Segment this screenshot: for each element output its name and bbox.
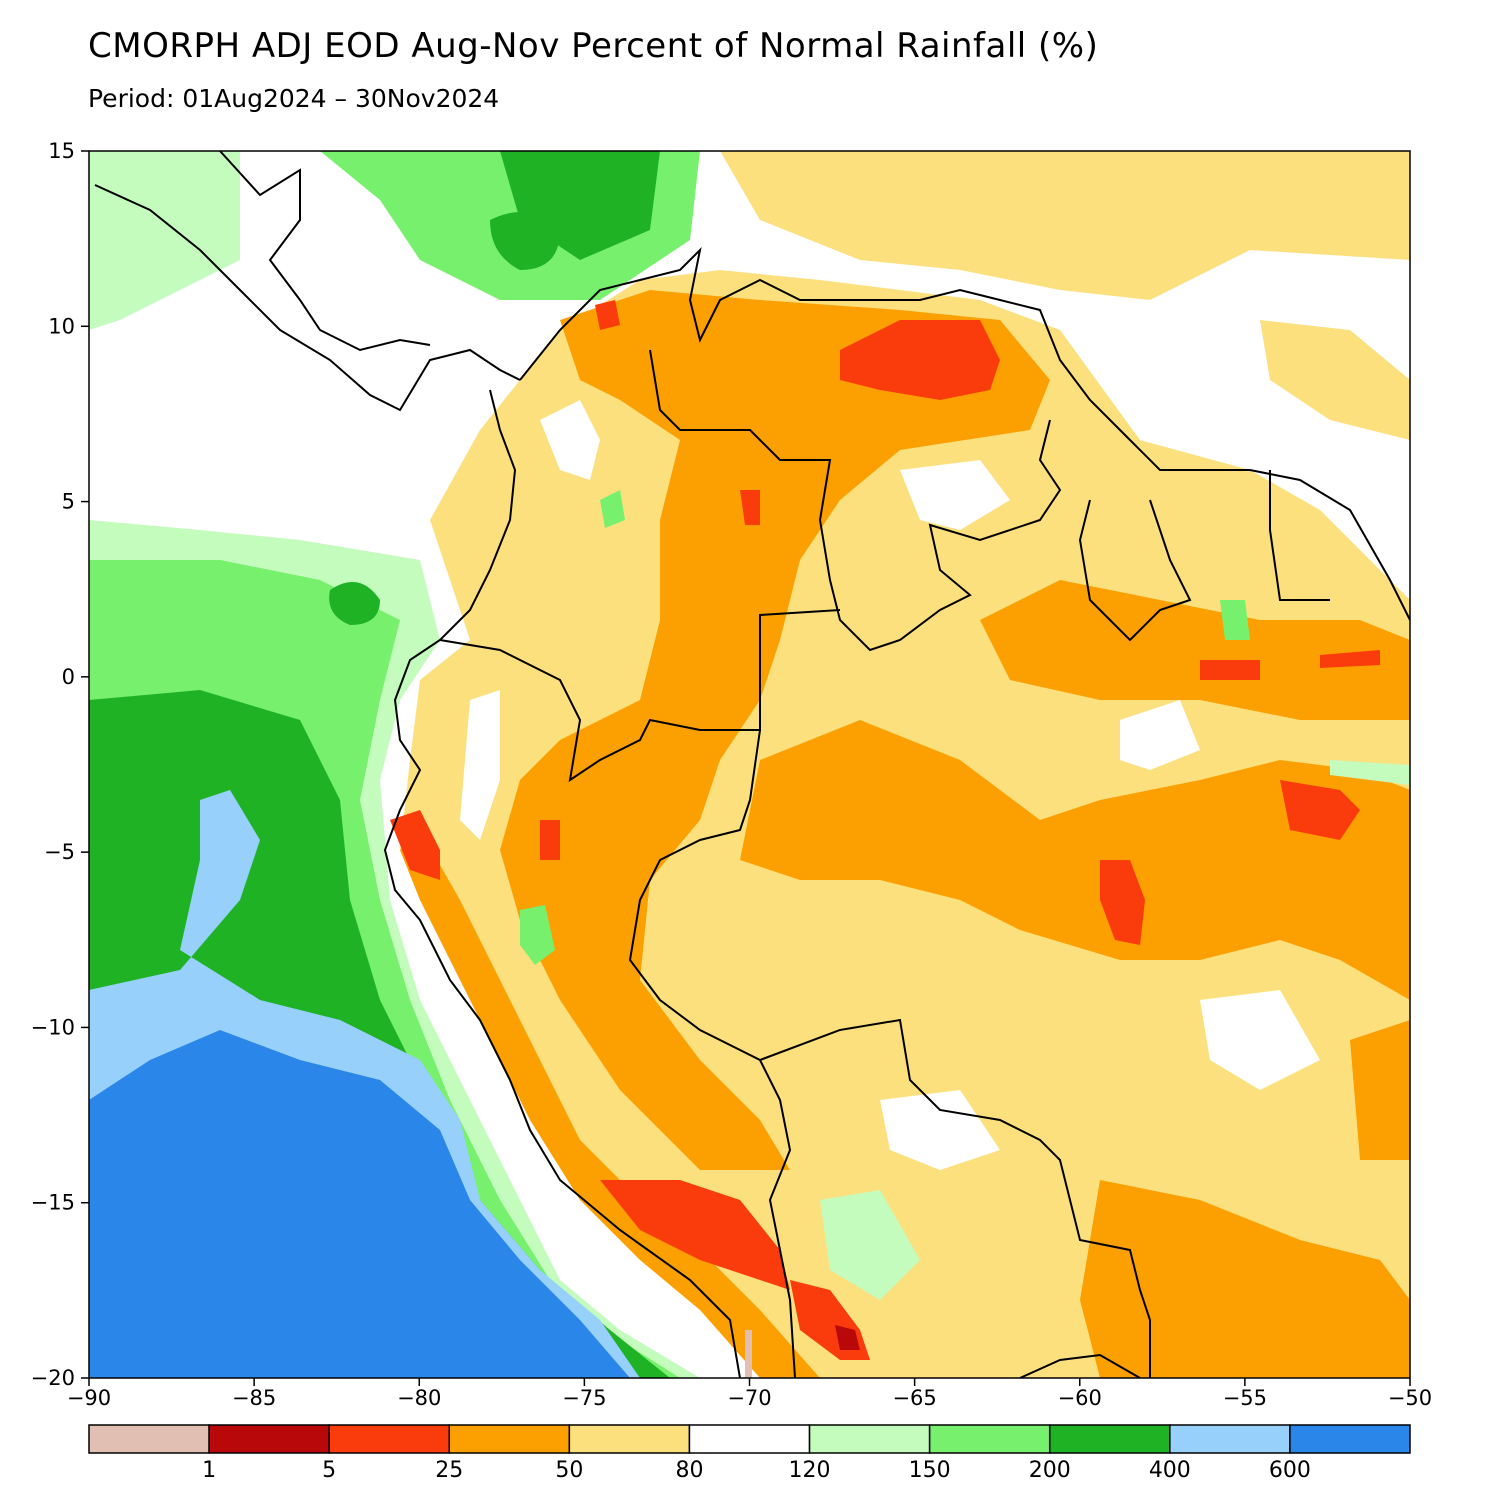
latitude-tick-label: −10 bbox=[31, 1015, 75, 1039]
legend-swatch bbox=[1169, 1424, 1291, 1454]
latitude-tick-label: 5 bbox=[62, 490, 75, 514]
legend-label: 50 bbox=[555, 1458, 583, 1483]
coast-orange-band bbox=[400, 830, 820, 1378]
legend-swatch bbox=[928, 1424, 1051, 1454]
latitude-tick-label: −5 bbox=[44, 840, 75, 864]
brazil-red-region bbox=[1280, 780, 1360, 840]
coastlines bbox=[94, 151, 1410, 1378]
brazil-white-patch bbox=[880, 1090, 1000, 1170]
chart-title: CMORPH ADJ EOD Aug-Nov Percent of Normal… bbox=[88, 26, 1099, 66]
legend-swatch bbox=[568, 1424, 691, 1454]
legend-swatch bbox=[1048, 1424, 1171, 1454]
colombia-red-region bbox=[595, 300, 620, 330]
salt-flat-pink-spot bbox=[745, 1330, 752, 1378]
legend-swatch bbox=[1289, 1424, 1411, 1454]
longitude-tick-label: −75 bbox=[562, 1386, 606, 1410]
land-orange-region bbox=[1350, 1020, 1410, 1160]
venezuela-red-region bbox=[840, 320, 1000, 400]
longitude-tick-label: −55 bbox=[1223, 1386, 1267, 1410]
caribbean-coastline bbox=[519, 246, 1410, 621]
amazon-red-spot bbox=[1320, 650, 1380, 668]
legend-label: 200 bbox=[1029, 1458, 1071, 1483]
coast-light-green-band bbox=[1330, 760, 1410, 785]
land-orange-region bbox=[740, 720, 1410, 1000]
central-america-caribbean-coastline bbox=[219, 151, 431, 352]
peru-brazil-border bbox=[628, 729, 796, 1378]
legend-swatch bbox=[208, 1424, 330, 1454]
south-america-pacific-coastline bbox=[383, 389, 741, 1378]
legend-label: 150 bbox=[909, 1458, 951, 1483]
legend-swatch bbox=[688, 1424, 811, 1454]
longitude-tick-label: −70 bbox=[727, 1386, 771, 1410]
legend-label: 400 bbox=[1149, 1458, 1191, 1483]
land-orange-region bbox=[980, 580, 1410, 720]
legend-label: 25 bbox=[435, 1458, 463, 1483]
brazil-white-patch bbox=[1200, 990, 1320, 1090]
latitude-tick-label: −15 bbox=[31, 1191, 75, 1215]
land-orange-region bbox=[1080, 1180, 1410, 1378]
bolivia-light-green-patch bbox=[820, 1190, 920, 1300]
andes-white-patch bbox=[540, 400, 600, 480]
land-orange-region bbox=[500, 290, 1050, 1170]
caribbean-dark-green-blob bbox=[490, 212, 560, 270]
guianas-borders bbox=[1078, 470, 1330, 642]
andes-white-patch bbox=[460, 690, 500, 840]
longitude-tick-label: −60 bbox=[1058, 1386, 1102, 1410]
atlantic-light-orange-region bbox=[1260, 320, 1410, 440]
legend-label: 120 bbox=[789, 1458, 831, 1483]
peru-coast-red-region bbox=[390, 810, 440, 880]
longitude-tick-label: −80 bbox=[397, 1386, 441, 1410]
legend-swatch bbox=[808, 1424, 931, 1454]
chart-subtitle: Period: 01Aug2024 – 30Nov2024 bbox=[88, 84, 500, 113]
colombia-southern-border bbox=[439, 609, 841, 783]
amazon-red-spot bbox=[1200, 660, 1260, 680]
central-america-coastline bbox=[94, 184, 521, 412]
southern-peru-red-region bbox=[600, 1180, 790, 1290]
amazon-red-spot bbox=[540, 820, 560, 860]
latitude-tick-label: 0 bbox=[62, 665, 75, 689]
legend-label: 1 bbox=[202, 1458, 216, 1483]
brazil-white-patch bbox=[1120, 700, 1200, 770]
legend-swatch bbox=[88, 1424, 210, 1454]
legend-label: 80 bbox=[675, 1458, 703, 1483]
latitude-tick-label: 15 bbox=[48, 139, 75, 163]
legend-swatch bbox=[328, 1424, 451, 1454]
guiana-green-patch bbox=[1220, 600, 1250, 640]
venezuela-border bbox=[649, 349, 1062, 652]
bolivia-dark-red-spot bbox=[835, 1325, 860, 1350]
color-bar-legend: 1 5 25 50 80 120 150 200 400 600 bbox=[88, 1424, 1411, 1483]
longitude-tick-label: −65 bbox=[892, 1386, 936, 1410]
atlantic-light-orange-region bbox=[720, 151, 1410, 300]
latitude-axis: 15 10 5 0 −5 −10 −15 −20 bbox=[31, 139, 89, 1390]
brazil-red-region bbox=[1100, 860, 1145, 945]
pacific-light-green-region bbox=[89, 151, 240, 330]
brazil-white-patch bbox=[900, 460, 1010, 530]
legend-label: 5 bbox=[322, 1458, 336, 1483]
latitude-tick-label: −20 bbox=[31, 1366, 75, 1390]
legend-label: 600 bbox=[1269, 1458, 1311, 1483]
longitude-axis: −90 −85 −80 −75 −70 −65 −60 −55 −50 bbox=[67, 1378, 1432, 1410]
andes-green-patch bbox=[520, 905, 555, 965]
legend-swatch bbox=[448, 1424, 571, 1454]
longitude-tick-label: −85 bbox=[232, 1386, 276, 1410]
pacific-blue-region bbox=[89, 1030, 630, 1378]
bolivia-brazil-border bbox=[759, 1018, 1151, 1378]
map-fill bbox=[89, 151, 1410, 1378]
pacific-green-blob bbox=[329, 582, 380, 625]
longitude-tick-label: −90 bbox=[67, 1386, 111, 1410]
latitude-tick-label: 10 bbox=[48, 314, 75, 338]
chile-argentina-coast bbox=[1019, 1353, 1141, 1378]
andes-green-patch bbox=[600, 490, 625, 528]
amazon-red-spot bbox=[740, 490, 760, 525]
longitude-tick-label: −50 bbox=[1388, 1386, 1432, 1410]
